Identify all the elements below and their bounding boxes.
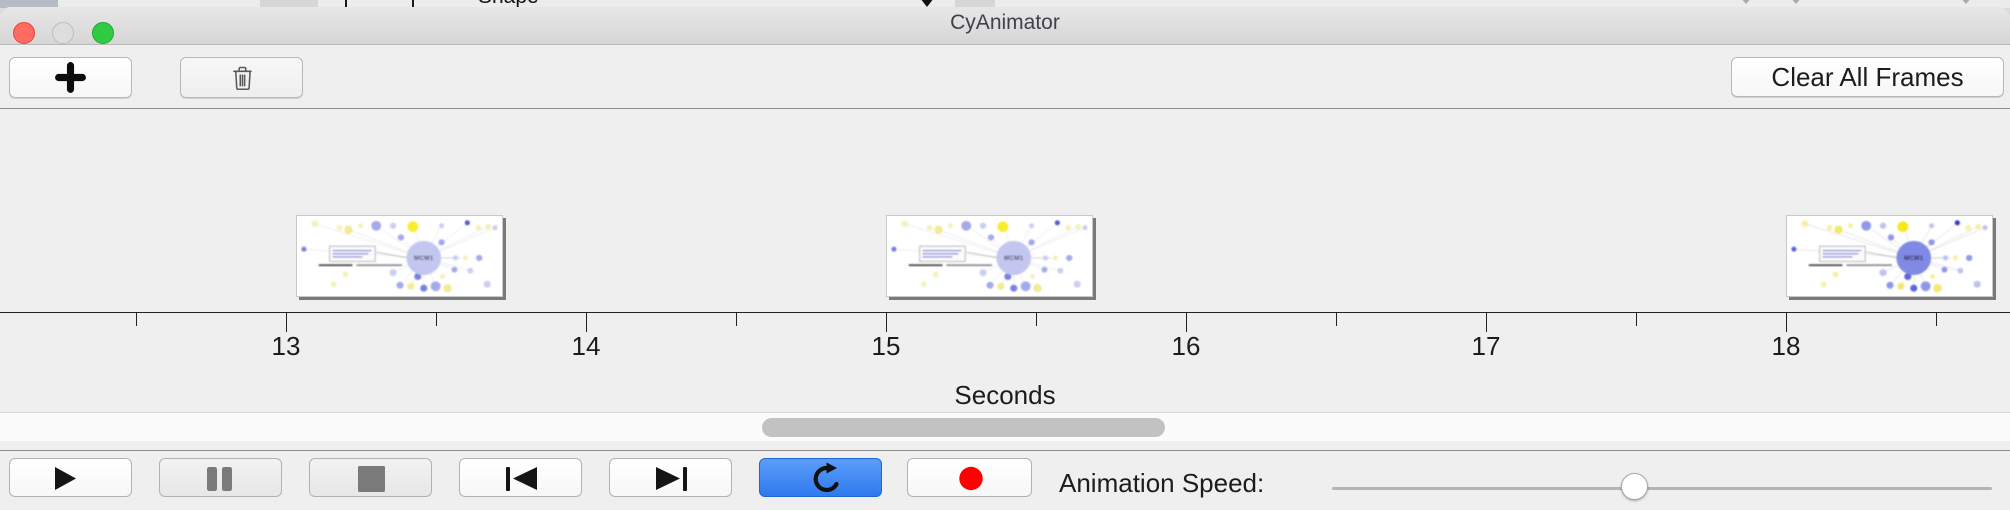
svg-text:MCM1: MCM1 xyxy=(414,255,434,262)
svg-text:MCM1: MCM1 xyxy=(1004,255,1024,262)
svg-text:MCM1: MCM1 xyxy=(1904,255,1924,262)
